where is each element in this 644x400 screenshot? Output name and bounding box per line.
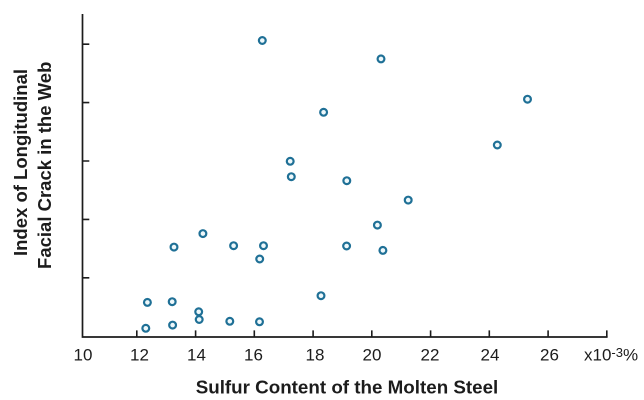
svg-text:Facial Crack in the Web: Facial Crack in the Web	[34, 62, 55, 269]
svg-text:24: 24	[481, 345, 500, 364]
svg-text:Sulfur Content of the Molten S: Sulfur Content of the Molten Steel	[196, 377, 499, 398]
svg-text:16: 16	[244, 345, 263, 364]
svg-text:14: 14	[187, 345, 206, 364]
svg-text:18: 18	[306, 345, 325, 364]
svg-text:20: 20	[363, 345, 382, 364]
svg-text:x10-3%: x10-3%	[584, 345, 638, 364]
svg-text:10: 10	[74, 345, 93, 364]
svg-text:26: 26	[540, 345, 559, 364]
svg-text:22: 22	[421, 345, 440, 364]
svg-text:12: 12	[130, 345, 149, 364]
svg-text:Index of Longitudinal: Index of Longitudinal	[10, 69, 31, 256]
